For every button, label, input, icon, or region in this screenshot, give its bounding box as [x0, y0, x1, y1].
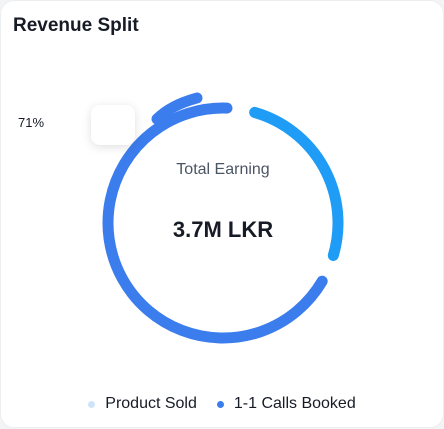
legend-dot-calls-booked — [216, 400, 224, 408]
tooltip-value: 71% — [18, 115, 45, 130]
legend-dot-product-sold — [88, 400, 96, 408]
center-value: 3.7M LKR — [172, 217, 274, 242]
legend-label-calls-booked: 1-1 Calls Booked — [233, 395, 356, 412]
card-title: Revenue Split — [13, 15, 139, 36]
legend-item-calls-booked[interactable]: 1-1 Calls Booked — [216, 395, 356, 413]
slice-calls-booked[interactable] — [102, 102, 328, 344]
legend-item-product-sold[interactable]: Product Sold — [88, 395, 197, 413]
slice-highlight-stub — [151, 92, 203, 125]
center-label: Total Earning — [176, 161, 270, 178]
tooltip — [91, 105, 135, 145]
legend-label-product-sold: Product Sold — [105, 395, 197, 412]
chart-legend: Product Sold 1-1 Calls Booked — [1, 395, 443, 413]
slice-product-sold[interactable] — [249, 106, 344, 261]
